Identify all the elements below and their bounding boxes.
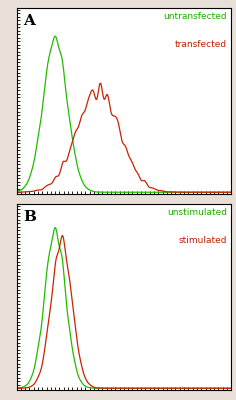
Text: B: B xyxy=(23,210,36,224)
Text: untransfected: untransfected xyxy=(163,12,227,21)
Text: unstimulated: unstimulated xyxy=(167,208,227,217)
Text: stimulated: stimulated xyxy=(178,236,227,245)
Text: transfected: transfected xyxy=(175,40,227,49)
Text: A: A xyxy=(23,14,35,28)
